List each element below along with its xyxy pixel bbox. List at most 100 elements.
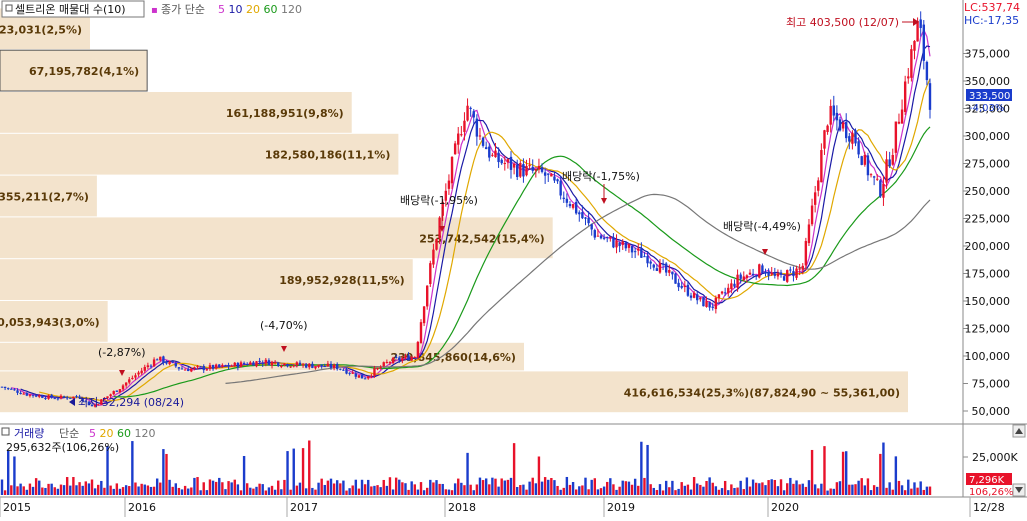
candle-body bbox=[894, 121, 898, 153]
volume-bar bbox=[270, 485, 274, 495]
event-arrow-icon bbox=[281, 346, 287, 352]
volume-bar bbox=[426, 487, 429, 495]
candle-body bbox=[758, 264, 761, 278]
volume-bar bbox=[658, 484, 662, 495]
volume-bar bbox=[53, 487, 56, 495]
candle-body bbox=[705, 301, 708, 307]
volume-bar bbox=[761, 482, 764, 495]
candle-body bbox=[882, 183, 885, 198]
candle-body bbox=[115, 390, 119, 392]
volume-bar bbox=[84, 481, 87, 495]
candle-body bbox=[469, 107, 472, 109]
volume-bar bbox=[115, 483, 119, 495]
volume-bar bbox=[376, 485, 379, 495]
volume-bar bbox=[457, 478, 460, 495]
candle-body bbox=[928, 83, 932, 110]
volume-bar bbox=[900, 485, 904, 495]
volume-bar bbox=[441, 483, 444, 495]
candle-body bbox=[525, 165, 528, 176]
volume-bar bbox=[525, 489, 528, 495]
candle-body bbox=[478, 135, 482, 137]
volume-bar bbox=[311, 487, 314, 495]
candle-body bbox=[845, 122, 848, 139]
volume-bar bbox=[696, 483, 699, 495]
candle-body bbox=[835, 112, 839, 121]
candle-body bbox=[466, 105, 469, 121]
candle-body bbox=[810, 205, 814, 225]
candle-body bbox=[481, 137, 485, 146]
volume-bar bbox=[410, 481, 413, 495]
candle-body bbox=[320, 364, 323, 367]
candle-body bbox=[643, 256, 646, 258]
volume-bar bbox=[562, 487, 565, 495]
volume-bar bbox=[249, 487, 252, 495]
volume-bar bbox=[171, 486, 174, 495]
candle-body bbox=[339, 368, 342, 370]
volume-bar bbox=[512, 443, 516, 495]
candle-body bbox=[618, 242, 621, 247]
candle-body bbox=[475, 118, 479, 137]
volume-bar bbox=[637, 485, 640, 495]
candle-body bbox=[633, 251, 637, 253]
volume-bar bbox=[429, 479, 432, 495]
time-axis-label: 2019 bbox=[607, 501, 635, 514]
volume-bar bbox=[823, 446, 826, 495]
volume-bar bbox=[677, 488, 680, 495]
price-tick-label: 200,000 bbox=[965, 240, 1011, 253]
volume-bar bbox=[131, 441, 134, 495]
volume-bar bbox=[187, 488, 190, 495]
candle-body bbox=[522, 164, 525, 177]
time-axis: 2015 2016 2017 2018 2019 2020 12/28 bbox=[0, 497, 1005, 517]
candle-body bbox=[410, 356, 413, 361]
ma-period-label: 5 bbox=[218, 3, 229, 16]
volume-profile-bar bbox=[0, 301, 108, 342]
candle-body bbox=[686, 284, 690, 296]
volume-bar bbox=[841, 451, 845, 495]
ma-period-label: 60 bbox=[264, 3, 282, 16]
volume-bar bbox=[106, 445, 109, 495]
candle-body bbox=[252, 362, 255, 366]
volume-bar bbox=[674, 490, 677, 495]
volume-bar bbox=[261, 484, 264, 495]
candle-body bbox=[379, 366, 382, 368]
candle-body bbox=[627, 244, 631, 248]
candle-body bbox=[789, 269, 792, 271]
volume-bar bbox=[190, 487, 193, 495]
volume-bar bbox=[81, 485, 84, 495]
candle-body bbox=[348, 372, 351, 374]
volume-bar bbox=[655, 490, 659, 495]
volume-bar bbox=[10, 485, 13, 495]
volume-bar bbox=[100, 480, 103, 495]
candle-body bbox=[668, 269, 671, 273]
candle-body bbox=[426, 285, 429, 307]
volume-bar bbox=[758, 483, 761, 495]
volume-bar bbox=[280, 489, 283, 495]
current-volume-value: 7,296K bbox=[969, 475, 1005, 486]
volume-bar bbox=[602, 486, 606, 495]
volume-profile-label: 41,723,031(2,5%) bbox=[0, 23, 82, 36]
candle-body bbox=[804, 241, 808, 266]
volume-bar bbox=[314, 489, 317, 495]
candle-body bbox=[31, 394, 35, 396]
volume-bar bbox=[245, 483, 249, 495]
volume-bar bbox=[295, 485, 299, 495]
volume-bar bbox=[62, 485, 66, 495]
candle-body bbox=[171, 361, 174, 363]
candle-body bbox=[62, 396, 66, 398]
candle-body bbox=[649, 261, 652, 264]
volume-bar bbox=[612, 484, 615, 495]
ma-legend-periods: 5 10 20 60 120 bbox=[218, 3, 302, 16]
candle-body bbox=[857, 141, 860, 155]
volume-bar bbox=[770, 479, 773, 495]
volume-bar bbox=[16, 486, 19, 495]
volume-bar bbox=[432, 482, 435, 495]
candle-body bbox=[671, 271, 674, 275]
volume-profile-bar bbox=[0, 259, 413, 300]
candle-body bbox=[270, 361, 274, 366]
indicator-title-box[interactable] bbox=[1, 0, 145, 18]
volume-bar bbox=[661, 490, 665, 495]
candle-body bbox=[903, 81, 907, 112]
candle-body bbox=[910, 49, 913, 78]
candle-body bbox=[450, 156, 454, 184]
